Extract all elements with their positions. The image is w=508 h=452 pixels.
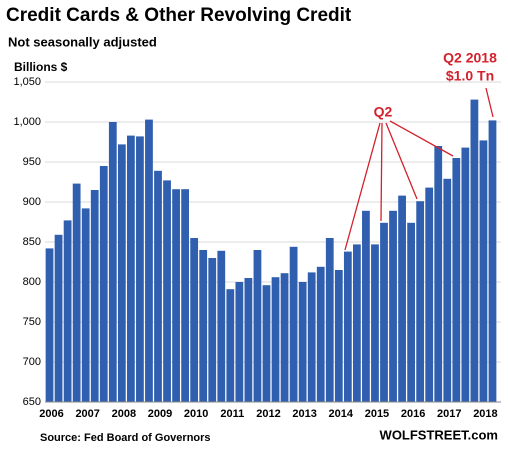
plot: 650 700 750 800 850 900 950 1,000 1,050 2006 2007 2…: [13, 76, 501, 420]
bar: [289, 246, 298, 402]
y-tick-label: 650: [23, 396, 41, 408]
bar: [99, 166, 108, 402]
bar: [461, 147, 470, 402]
x-tick-label: 2011: [220, 408, 244, 420]
bar: [343, 251, 352, 402]
bar: [488, 120, 497, 403]
bar: [407, 222, 416, 402]
bar: [416, 201, 425, 402]
bar: [126, 135, 135, 402]
bar: [226, 289, 235, 402]
bar: [253, 250, 262, 402]
x-tick-label: 2012: [256, 408, 280, 420]
annotation: Q2 2018: [443, 50, 497, 66]
bar: [63, 220, 72, 402]
bar: [217, 250, 226, 402]
bar: [81, 208, 90, 402]
x-tick-label: 2014: [329, 408, 354, 420]
bar: [316, 266, 325, 402]
x-tick-label: 2017: [437, 408, 461, 420]
bar: [54, 234, 63, 402]
bar: [172, 189, 180, 402]
annotation-arrows: [344, 87, 494, 251]
bar: [244, 278, 253, 402]
bar: [362, 210, 370, 402]
bar: [108, 122, 117, 402]
x-tick-label: 2007: [75, 408, 99, 420]
x-tick-label: 2009: [148, 408, 172, 420]
bar: [325, 238, 334, 402]
bar: [235, 282, 244, 402]
bar: [371, 244, 379, 402]
bar: [352, 244, 361, 402]
bar: [136, 136, 144, 402]
bar: [479, 140, 488, 402]
y-tick-label: 700: [23, 356, 41, 368]
arrow: [344, 122, 381, 251]
y-axis-label: Billions $: [14, 60, 68, 74]
arrow: [385, 122, 418, 200]
y-tick-label: 850: [23, 236, 41, 248]
bar: [117, 144, 126, 402]
brand: WOLFSTREET.com: [380, 427, 498, 442]
bar: [380, 222, 388, 402]
bar: [199, 250, 208, 402]
arrow: [380, 122, 383, 222]
bar: [145, 119, 153, 402]
arrow: [389, 120, 454, 157]
bar: [334, 270, 343, 402]
bar: [90, 190, 99, 402]
annotation: Q2: [374, 104, 393, 120]
bar: [154, 170, 162, 402]
bar: [389, 210, 397, 402]
bar: [398, 195, 406, 402]
source: Source: Fed Board of Governors: [40, 432, 211, 444]
y-tick-label: 750: [23, 316, 41, 328]
bar: [298, 282, 307, 402]
bar: [208, 258, 217, 402]
x-tick-label: 2006: [39, 408, 63, 420]
bar: [425, 187, 434, 402]
annotation: $1.0 Tn: [446, 68, 494, 84]
chart-title: Credit Cards & Other Revolving Credit: [6, 5, 352, 26]
bar: [72, 183, 81, 402]
x-tick-label: 2008: [112, 408, 136, 420]
x-tick-label: 2016: [401, 408, 425, 420]
y-tick-label: 950: [23, 156, 41, 168]
bar: [280, 273, 289, 402]
x-tick-label: 2010: [184, 408, 208, 420]
bar: [262, 285, 271, 402]
bar: [443, 178, 452, 402]
bar: [271, 277, 280, 402]
y-tick-label: 1,050: [13, 76, 41, 88]
arrow: [485, 87, 494, 118]
x-tick-label: 2018: [473, 408, 497, 420]
y-tick-label: 900: [23, 196, 41, 208]
y-tick-label: 800: [23, 276, 41, 288]
bar: [434, 146, 443, 402]
bar: [452, 158, 461, 402]
x-tick-label: 2015: [365, 408, 389, 420]
chart-subtitle: Not seasonally adjusted: [8, 34, 157, 49]
bar: [181, 189, 190, 402]
x-tick-label: 2013: [292, 408, 316, 420]
bar: [163, 180, 171, 402]
bar: [307, 272, 316, 402]
bar: [190, 238, 199, 402]
y-tick-label: 1,000: [13, 116, 41, 128]
bar: [45, 248, 54, 402]
bar: [470, 99, 479, 402]
